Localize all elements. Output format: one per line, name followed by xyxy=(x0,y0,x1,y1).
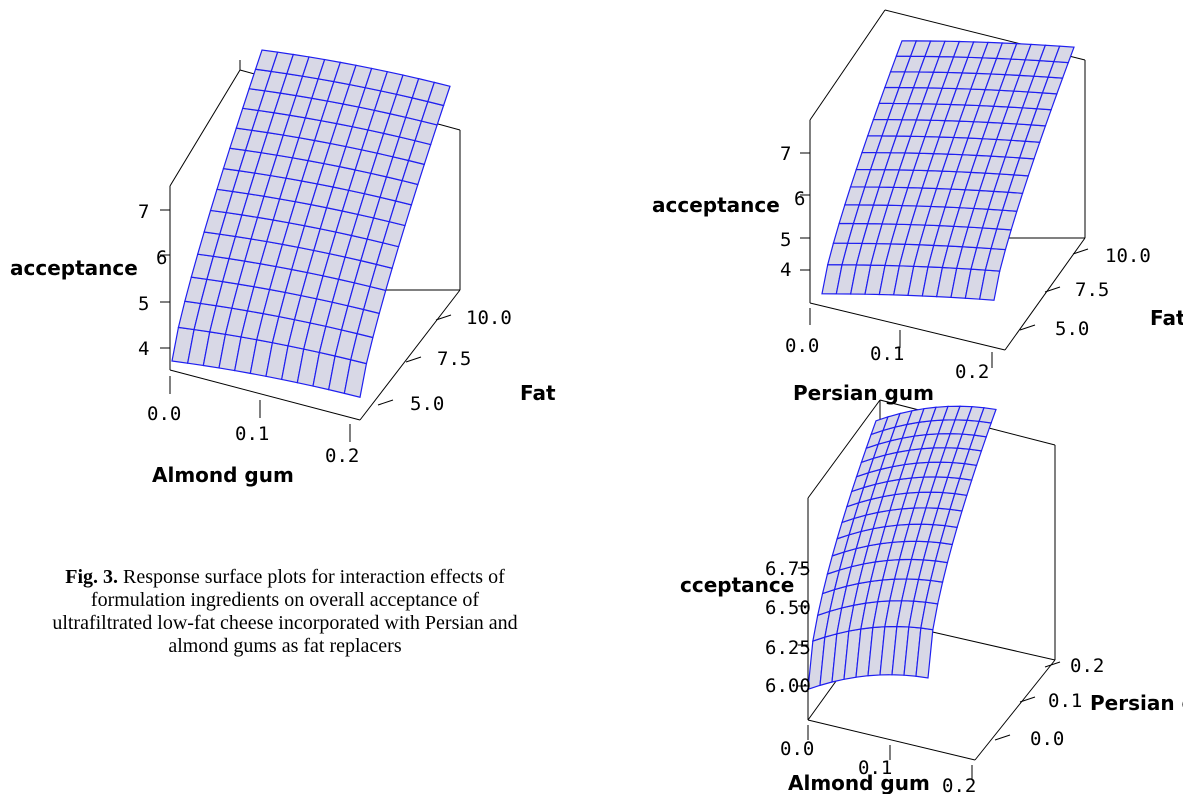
plot2-xlabel: Persian gum xyxy=(793,381,934,405)
plot3-ytick-0: 0.0 xyxy=(1030,728,1064,750)
plot1-surface-cell xyxy=(427,81,451,107)
plot3-surface-cell xyxy=(978,407,997,424)
plot2-ylabel: Fat xyxy=(1150,306,1183,330)
plot3-ztick-675: 6.75 xyxy=(765,558,811,580)
plot1-ztick-6: 6 xyxy=(156,247,167,269)
plot3-surface xyxy=(807,405,997,691)
plot1-xlabel: Almond gum xyxy=(152,463,294,487)
figure-caption: Fig. 3. Response surface plots for inter… xyxy=(40,566,530,658)
plot2-z-ticks: 7 6 5 4 xyxy=(780,143,810,281)
plot3-xtick-2: 0.2 xyxy=(942,775,976,794)
plot1-ytick-2: 10.0 xyxy=(466,307,512,329)
plot3-xtick-0: 0.0 xyxy=(780,738,814,760)
plot3-ylabel: Persian gum xyxy=(1090,691,1183,715)
plot1-surface xyxy=(171,49,451,398)
plot1-ytick-0: 5.0 xyxy=(410,393,444,415)
plot1-zlabel: acceptance xyxy=(10,256,138,280)
plot3-ytick-2: 0.2 xyxy=(1070,655,1104,677)
plot3-zlabel: cceptance xyxy=(680,573,794,597)
plot1-ztick-7: 7 xyxy=(138,201,149,223)
plot2-ztick-7: 7 xyxy=(780,143,791,165)
plot1-ytick-1: 7.5 xyxy=(437,348,471,370)
plot2-ztick-4: 4 xyxy=(780,259,791,281)
plot1-ztick-5: 5 xyxy=(138,293,149,315)
plot3-xtick-1: 0.1 xyxy=(858,757,892,779)
plot2-ytick-1: 7.5 xyxy=(1075,279,1109,301)
plot2-xtick-2: 0.2 xyxy=(955,361,989,383)
plot1-z-ticks: 7 6 5 4 xyxy=(138,201,170,360)
plot2-ztick-5: 5 xyxy=(780,229,791,251)
plot3-z-ticks: 6.75 6.50 6.25 6.00 xyxy=(765,558,811,697)
plot2-surface-cell xyxy=(1053,45,1075,64)
plot2-xtick-1: 0.1 xyxy=(870,343,904,365)
plot2-ytick-2: 10.0 xyxy=(1105,245,1151,267)
plot2-ztick-6: 6 xyxy=(794,188,805,210)
plot3-ztick-625: 6.25 xyxy=(765,637,811,659)
plot3-ztick-600: 6.00 xyxy=(765,675,811,697)
plot1-xtick-1: 0.1 xyxy=(235,423,269,445)
plot2-xtick-0: 0.0 xyxy=(785,335,819,357)
plot3-ztick-650: 6.50 xyxy=(765,597,811,619)
plot1-xtick-2: 0.2 xyxy=(325,445,359,467)
plot1-ztick-4: 4 xyxy=(138,338,149,360)
caption-label: Fig. 3. xyxy=(65,566,119,588)
plot3-xlabel: Almond gum xyxy=(788,771,930,794)
caption-text: Response surface plots for interaction e… xyxy=(52,566,518,657)
plot1-ylabel: Fat xyxy=(520,381,556,405)
plot2-ytick-0: 5.0 xyxy=(1055,318,1089,340)
plot2-zlabel: acceptance xyxy=(652,193,780,217)
plot2-surface xyxy=(821,40,1075,301)
plot3-ytick-1: 0.1 xyxy=(1048,690,1082,712)
plot1-xtick-0: 0.0 xyxy=(147,403,181,425)
